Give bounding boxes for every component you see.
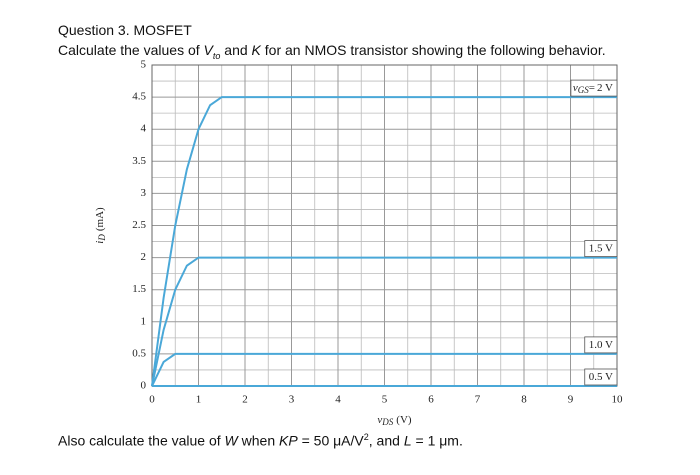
x-tick-label: 7 xyxy=(475,394,481,406)
label-box xyxy=(584,240,618,258)
subscript: D xyxy=(97,234,107,242)
y-tick-label: 0 xyxy=(141,380,147,392)
question-title: Question 3. MOSFET xyxy=(58,22,192,38)
symbol: KP xyxy=(279,432,298,449)
y-tick-label: 1.5 xyxy=(132,283,146,295)
curve xyxy=(151,352,617,387)
text: Also calculate the value of xyxy=(58,432,225,449)
symbol: v xyxy=(573,82,578,94)
series-label: 1.0 V xyxy=(584,336,618,354)
text: , and xyxy=(368,432,404,449)
symbol: W xyxy=(224,432,238,449)
sign: = xyxy=(589,82,595,94)
subscript: GS xyxy=(578,85,589,95)
x-tick-label: 2 xyxy=(242,394,248,406)
y-tick-label: 2.5 xyxy=(132,219,146,231)
series-name: 1.0 V xyxy=(589,338,613,350)
y-tick-label: 4.5 xyxy=(132,91,146,103)
x-tick-label: 3 xyxy=(289,394,295,406)
text: and xyxy=(220,42,252,58)
series-name: 1.5 V xyxy=(589,242,613,254)
unit: (mA) xyxy=(94,207,106,231)
series-name: 0.5 V xyxy=(589,371,613,383)
series-label: 1.5 V xyxy=(584,240,618,258)
curve xyxy=(151,256,617,387)
label-box xyxy=(584,336,618,354)
text: Calculate the values of xyxy=(58,42,204,58)
series-label: vGS= 2 V xyxy=(570,79,618,97)
symbol: v xyxy=(377,414,382,426)
label-box xyxy=(584,368,618,386)
series-label-text: vGS= 2 V xyxy=(573,82,613,96)
x-tick-label: 4 xyxy=(335,394,341,406)
question-text: Calculate the values of Vto and K for an… xyxy=(58,42,606,61)
curve xyxy=(151,96,617,387)
y-tick-label: 4 xyxy=(141,123,147,135)
x-tick-label: 0 xyxy=(149,394,155,406)
y-tick-label: 5 xyxy=(141,59,147,71)
y-tick-label: 2 xyxy=(141,251,147,263)
text: = 50 μA/V xyxy=(297,432,364,449)
x-tick-label: 6 xyxy=(428,394,434,406)
series-label-text: 1.5 V xyxy=(589,242,613,254)
y-axis-label: iD (mA) xyxy=(94,207,108,244)
x-tick-label: 5 xyxy=(382,394,388,406)
series-name: 2 V xyxy=(597,82,613,94)
symbol: V xyxy=(203,42,213,58)
footer-text: Also calculate the value of W when KP = … xyxy=(58,432,463,449)
y-tick-label: 0.5 xyxy=(132,347,146,359)
unit: (V) xyxy=(396,414,412,426)
series-label: 0.5 V xyxy=(584,368,618,386)
symbol: i xyxy=(94,241,106,244)
y-tick-label: 1 xyxy=(141,315,147,327)
subscript: DS xyxy=(381,417,393,427)
series-label-text: 1.0 V xyxy=(589,338,613,350)
y-tick-label: 3.5 xyxy=(132,155,146,167)
symbol: L xyxy=(403,432,412,449)
text: when xyxy=(237,432,280,449)
x-tick-label: 8 xyxy=(521,394,527,406)
series-label-text: 0.5 V xyxy=(589,371,613,383)
label-box xyxy=(570,79,618,97)
text: = 1 μm. xyxy=(411,432,463,449)
x-tick-label: 10 xyxy=(612,394,624,406)
y-tick-label: 3 xyxy=(141,187,147,199)
x-tick-label: 9 xyxy=(568,394,574,406)
symbol: K xyxy=(251,42,261,58)
x-tick-label: 1 xyxy=(196,394,202,406)
subscript: to xyxy=(212,50,221,61)
superscript: 2 xyxy=(363,432,369,442)
text: for an NMOS transistor showing the follo… xyxy=(260,42,606,58)
x-axis-label: vDS (V) xyxy=(377,414,411,428)
